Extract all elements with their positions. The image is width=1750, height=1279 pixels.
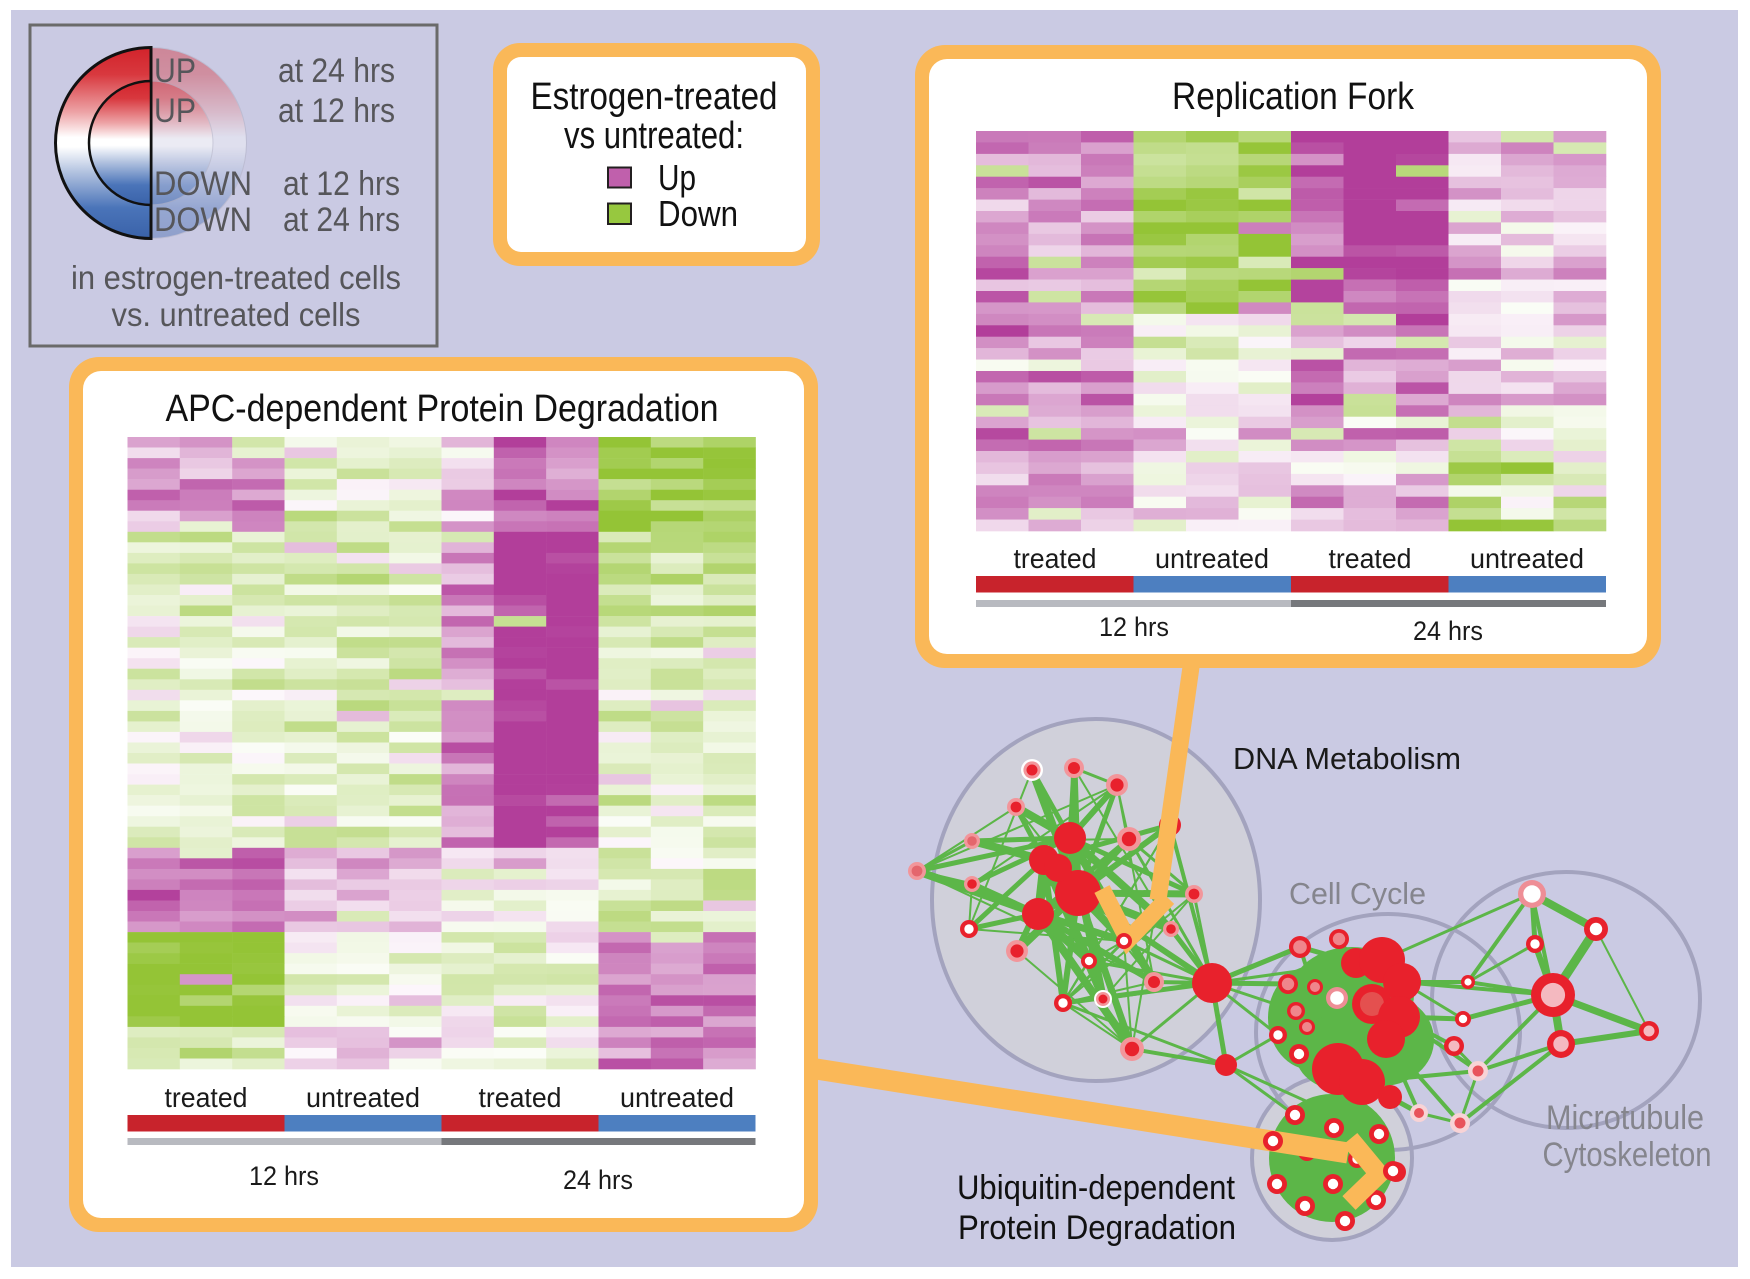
- svg-text:Ubiquitin-dependent: Ubiquitin-dependent: [957, 1169, 1236, 1207]
- svg-text:treated: treated: [1329, 543, 1412, 574]
- svg-text:12 hrs: 12 hrs: [249, 1161, 319, 1191]
- svg-text:at 12 hrs: at 12 hrs: [283, 165, 400, 203]
- svg-text:Protein Degradation: Protein Degradation: [958, 1209, 1236, 1247]
- svg-text:24 hrs: 24 hrs: [563, 1165, 633, 1195]
- svg-text:DNA Metabolism: DNA Metabolism: [1233, 741, 1461, 776]
- svg-text:vs untreated:: vs untreated:: [564, 115, 744, 157]
- svg-text:Down: Down: [658, 193, 738, 234]
- svg-text:DOWN: DOWN: [154, 201, 252, 239]
- svg-text:UP: UP: [154, 92, 196, 130]
- svg-text:APC-dependent Protein Degradat: APC-dependent Protein Degradation: [166, 388, 719, 430]
- svg-text:in estrogen-treated cells: in estrogen-treated cells: [71, 259, 401, 296]
- svg-text:untreated: untreated: [1155, 543, 1269, 574]
- svg-text:at 24 hrs: at 24 hrs: [278, 52, 395, 90]
- svg-text:at 12 hrs: at 12 hrs: [278, 92, 395, 130]
- svg-text:untreated: untreated: [1470, 543, 1584, 574]
- svg-text:12 hrs: 12 hrs: [1099, 612, 1169, 642]
- svg-text:vs. untreated cells: vs. untreated cells: [112, 296, 361, 333]
- svg-text:untreated: untreated: [306, 1082, 420, 1113]
- svg-text:Up: Up: [658, 157, 696, 198]
- svg-text:untreated: untreated: [620, 1082, 734, 1113]
- svg-text:Microtubule: Microtubule: [1546, 1099, 1704, 1137]
- svg-text:Cytoskeleton: Cytoskeleton: [1543, 1136, 1712, 1174]
- svg-text:Replication Fork: Replication Fork: [1172, 76, 1415, 118]
- svg-text:24 hrs: 24 hrs: [1413, 616, 1483, 646]
- svg-text:at 24 hrs: at 24 hrs: [283, 201, 400, 239]
- svg-text:treated: treated: [1014, 543, 1097, 574]
- svg-text:DOWN: DOWN: [154, 165, 252, 203]
- svg-text:treated: treated: [165, 1082, 248, 1113]
- svg-text:Cell Cycle: Cell Cycle: [1289, 876, 1426, 911]
- svg-text:Estrogen-treated: Estrogen-treated: [531, 76, 778, 118]
- svg-text:UP: UP: [154, 52, 196, 90]
- svg-text:treated: treated: [479, 1082, 562, 1113]
